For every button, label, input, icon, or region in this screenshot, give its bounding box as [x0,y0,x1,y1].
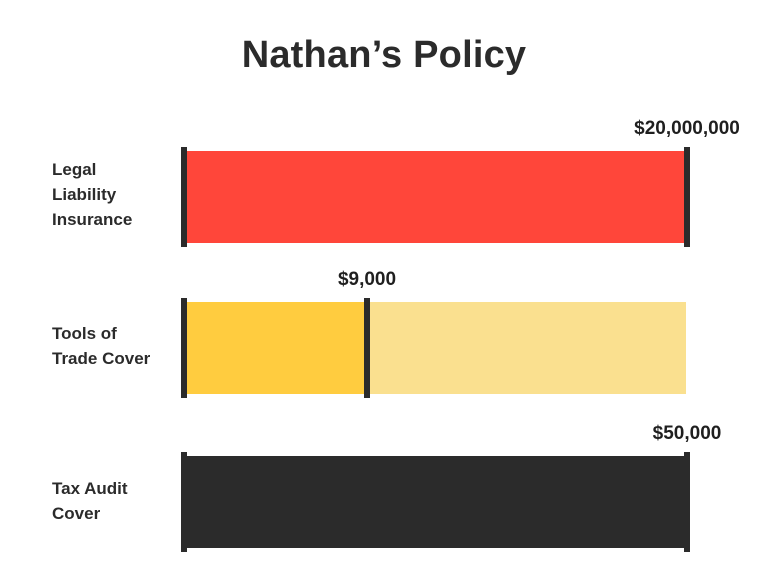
value-tick [684,147,690,247]
bar-fill [186,151,686,243]
row-label: Tax Audit Cover [52,476,128,526]
row-label-line: Insurance [52,210,133,229]
row-label-line: Trade Cover [52,349,151,368]
bar-fill [186,456,686,548]
row-label-line: Tools of [52,324,117,343]
row-label-line: Tax Audit [52,479,128,498]
row-label: Tools of Trade Cover [52,321,150,371]
value-label: $50,000 [652,423,722,444]
value-tick [364,298,370,398]
value-tick [684,452,690,552]
row-label-line: Cover [52,504,101,523]
start-tick [181,452,187,552]
row-label-line: Liability [52,185,117,204]
value-label: $9,000 [337,269,397,290]
chart-title: Nathan’s Policy [241,34,527,76]
row-label-line: Legal [52,160,97,179]
start-tick [181,147,187,247]
start-tick [181,298,187,398]
bar-fill [186,302,366,394]
value-label: $20,000,000 [634,118,740,139]
row-label: Legal Liability Insurance [52,157,132,232]
